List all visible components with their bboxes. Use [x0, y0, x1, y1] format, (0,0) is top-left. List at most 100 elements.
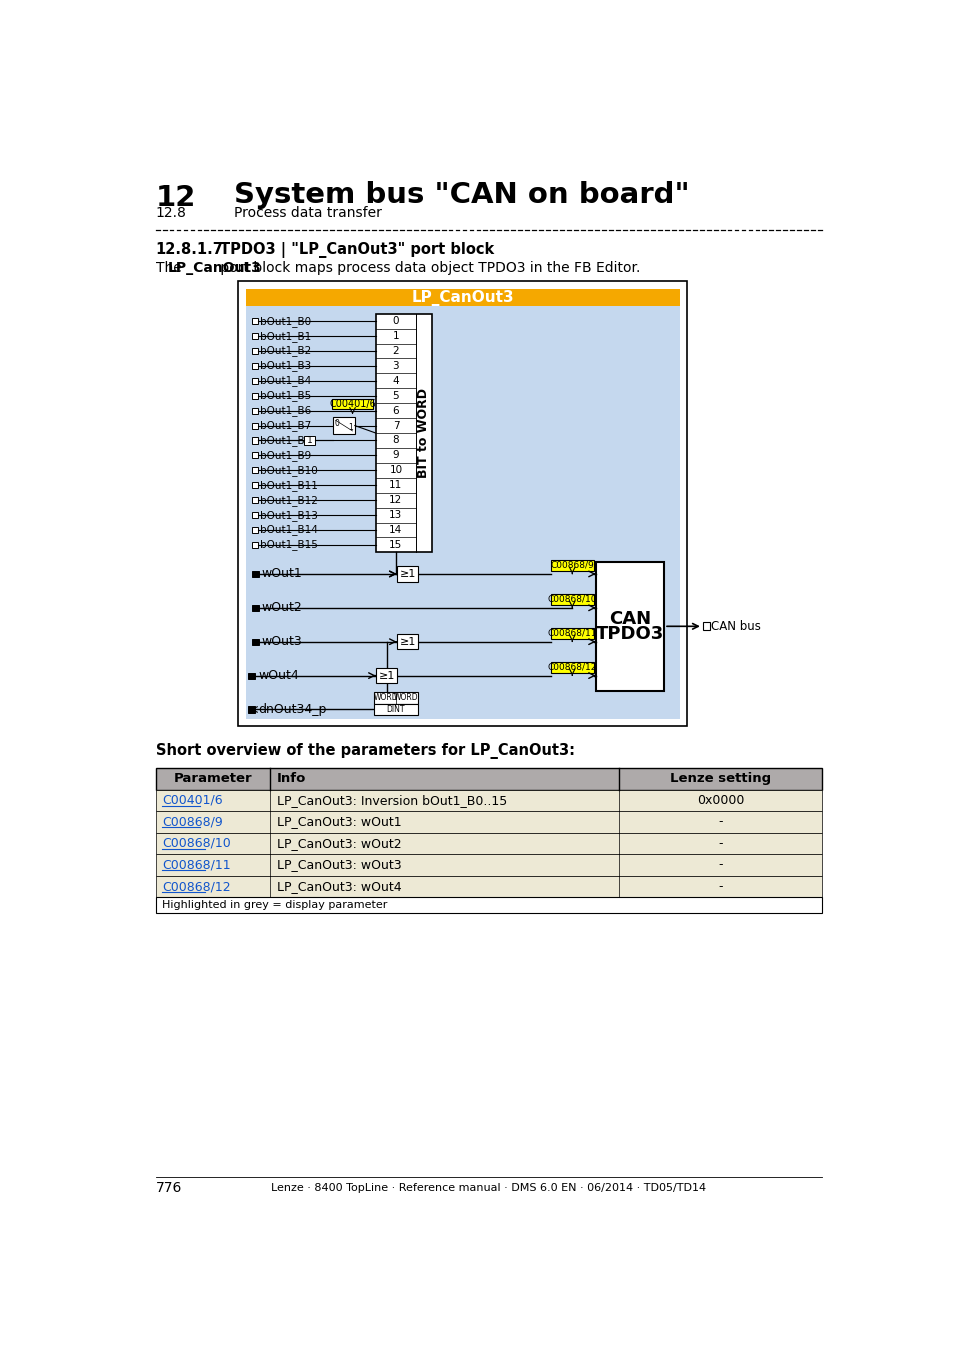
Bar [252, 363, 257, 369]
Bar [252, 437, 257, 444]
Text: bOut1_B4: bOut1_B4 [260, 375, 312, 386]
Text: 10: 10 [389, 466, 402, 475]
Bar [374, 703, 417, 716]
Text: 0: 0 [335, 418, 339, 428]
Bar [252, 482, 257, 489]
Bar [252, 333, 257, 339]
Text: ≥1: ≥1 [399, 637, 416, 647]
Bar [396, 566, 418, 582]
Text: WORD: WORD [374, 694, 397, 702]
Bar [550, 628, 593, 639]
Bar [375, 668, 397, 683]
Text: 13: 13 [389, 510, 402, 520]
Bar [252, 348, 257, 354]
Bar [248, 706, 254, 713]
Bar [252, 512, 257, 518]
Text: bOut1_B0: bOut1_B0 [260, 316, 311, 327]
Text: -: - [718, 837, 722, 850]
Text: -: - [718, 880, 722, 894]
Text: wOut2: wOut2 [261, 601, 302, 614]
Text: C00868/11: C00868/11 [162, 859, 231, 872]
Bar [252, 605, 258, 612]
Text: C00868/9: C00868/9 [162, 815, 222, 829]
Text: bOut1_B1: bOut1_B1 [260, 331, 312, 342]
Text: 12.8: 12.8 [155, 207, 187, 220]
Text: -: - [718, 815, 722, 829]
Text: 1: 1 [393, 331, 398, 342]
Text: bOut1_B12: bOut1_B12 [260, 494, 318, 506]
Text: -: - [718, 859, 722, 872]
Text: bOut1_B10: bOut1_B10 [260, 464, 317, 475]
Text: DINT: DINT [386, 705, 405, 714]
Text: bOut1_B6: bOut1_B6 [260, 405, 312, 416]
Bar [252, 452, 257, 459]
Bar [155, 811, 821, 833]
Text: 0: 0 [393, 316, 398, 327]
Bar [550, 560, 593, 571]
Text: WORD: WORD [394, 694, 417, 702]
Text: LP_CanOut3: wOut2: LP_CanOut3: wOut2 [276, 837, 401, 850]
Bar [252, 467, 257, 474]
Text: 6: 6 [393, 405, 398, 416]
Text: bOut1_B5: bOut1_B5 [260, 390, 312, 401]
Text: C00868/12: C00868/12 [547, 663, 597, 671]
Bar [252, 393, 257, 398]
Text: 12: 12 [155, 184, 196, 212]
Text: 8: 8 [393, 436, 398, 446]
Bar [237, 281, 686, 726]
Text: LP_CanOut3: wOut3: LP_CanOut3: wOut3 [276, 859, 401, 872]
Text: wOut4: wOut4 [257, 670, 298, 682]
Text: Process data transfer: Process data transfer [233, 207, 381, 220]
Text: BIT to WORD: BIT to WORD [416, 387, 430, 478]
Bar [333, 417, 355, 435]
Text: ≥1: ≥1 [378, 671, 395, 680]
Text: LP_CanOut3: wOut1: LP_CanOut3: wOut1 [276, 815, 401, 829]
Bar [252, 319, 257, 324]
Text: ≥1: ≥1 [399, 568, 416, 579]
Text: bOut1_B11: bOut1_B11 [260, 479, 318, 490]
Bar [375, 313, 431, 552]
Bar [252, 378, 257, 383]
Bar [245, 289, 679, 306]
Bar [155, 768, 821, 790]
Text: Parameter: Parameter [173, 772, 253, 786]
Text: TPDO3: TPDO3 [596, 625, 663, 643]
Bar [252, 639, 258, 645]
Text: Lenze setting: Lenze setting [669, 772, 770, 786]
Text: 1: 1 [307, 436, 313, 446]
Text: LP_CanOut3: Inversion bOut1_B0..15: LP_CanOut3: Inversion bOut1_B0..15 [276, 794, 506, 807]
Bar [252, 497, 257, 504]
Bar [155, 833, 821, 855]
Bar [248, 672, 254, 679]
Text: C00401/6: C00401/6 [329, 400, 375, 409]
Bar [396, 634, 418, 649]
Text: bOut1_B13: bOut1_B13 [260, 510, 318, 521]
Text: System bus "CAN on board": System bus "CAN on board" [233, 181, 689, 209]
Text: wOut3: wOut3 [261, 636, 302, 648]
Text: bOut1_B3: bOut1_B3 [260, 360, 312, 371]
Bar [550, 662, 593, 672]
Text: C00868/12: C00868/12 [162, 880, 231, 894]
Text: 9: 9 [393, 451, 398, 460]
Bar [252, 408, 257, 413]
Text: 3: 3 [393, 360, 398, 371]
Bar [596, 562, 663, 691]
Bar [252, 541, 257, 548]
Bar [304, 436, 315, 446]
Text: Lenze · 8400 TopLine · Reference manual · DMS 6.0 EN · 06/2014 · TD05/TD14: Lenze · 8400 TopLine · Reference manual … [271, 1184, 706, 1193]
Text: bOut1_B9: bOut1_B9 [260, 450, 312, 460]
Bar [155, 790, 821, 811]
Text: bOut1_B8: bOut1_B8 [260, 435, 312, 446]
Text: 0x0000: 0x0000 [697, 794, 743, 807]
Text: C00401/6: C00401/6 [162, 794, 222, 807]
Text: 7: 7 [393, 421, 398, 431]
Text: Short overview of the parameters for LP_CanOut3:: Short overview of the parameters for LP_… [155, 744, 574, 759]
Text: wOut1: wOut1 [261, 567, 302, 580]
Bar [252, 423, 257, 429]
Text: 11: 11 [389, 481, 402, 490]
Text: 2: 2 [393, 346, 398, 356]
Bar [252, 571, 258, 576]
Text: C00868/10: C00868/10 [547, 595, 597, 603]
Text: C00868/10: C00868/10 [162, 837, 231, 850]
Text: bOut1_B15: bOut1_B15 [260, 540, 318, 551]
